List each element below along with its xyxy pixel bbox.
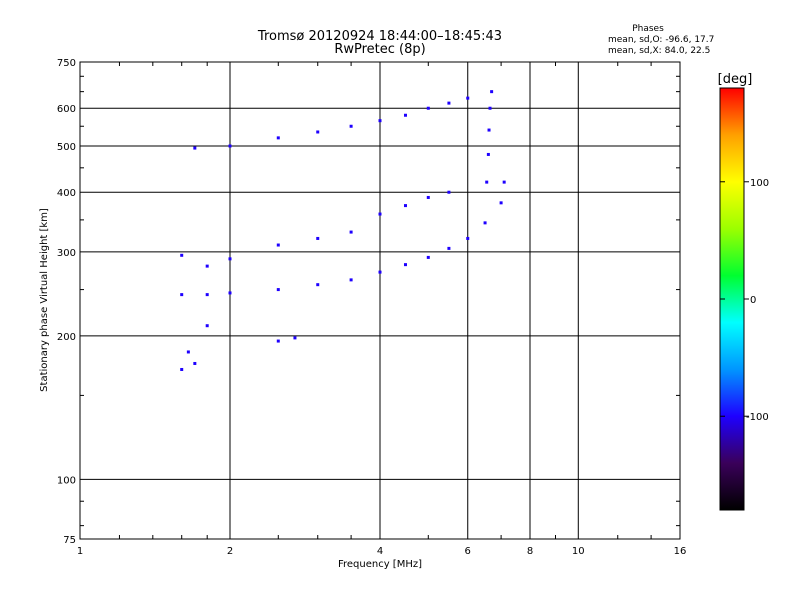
stats-title: Phases <box>632 24 664 34</box>
data-point <box>378 212 382 216</box>
data-point <box>466 236 470 240</box>
data-point <box>276 339 280 343</box>
data-point <box>403 204 407 208</box>
chart-title: Tromsø 20120924 18:44:00–18:45:43 <box>257 29 502 44</box>
y-tick-label: 400 <box>57 188 76 199</box>
data-point <box>483 221 487 225</box>
data-point <box>180 253 184 257</box>
x-axis: 1 2 4 6 8 10 16 <box>77 62 687 557</box>
data-point <box>403 113 407 117</box>
data-point <box>276 288 280 292</box>
data-point <box>228 257 232 261</box>
data-point <box>180 367 184 371</box>
x-tick-label: 2 <box>227 546 233 557</box>
data-point <box>426 106 430 110</box>
chart-subtitle: RwPretec (8p) <box>334 42 425 57</box>
y-tick-label: 200 <box>57 332 76 343</box>
data-point <box>193 146 197 150</box>
data-point <box>276 136 280 140</box>
x-tick-label: 6 <box>465 546 471 557</box>
data-point <box>316 130 320 134</box>
data-point <box>349 230 353 234</box>
data-point <box>499 201 503 205</box>
data-point <box>180 293 184 297</box>
data-point <box>447 190 451 194</box>
data-point <box>205 324 209 328</box>
y-tick-label: 100 <box>57 475 76 486</box>
stats-o: mean, sd,O: -96.6, 17.7 <box>608 35 714 45</box>
data-point <box>186 350 190 354</box>
data-point <box>205 264 209 268</box>
colorbar-tick-label: 100 <box>750 178 769 189</box>
y-tick-label: 750 <box>57 58 76 69</box>
colorbar-tick-label: -100 <box>746 412 769 423</box>
stats-x: mean, sd,X: 84.0, 22.5 <box>608 46 710 56</box>
data-point <box>488 106 492 110</box>
data-point <box>426 195 430 199</box>
data-point <box>502 180 506 184</box>
data-point <box>378 119 382 123</box>
x-tick-label: 8 <box>527 546 533 557</box>
data-point <box>403 263 407 267</box>
data-point <box>293 336 297 340</box>
data-point <box>316 236 320 240</box>
data-point <box>466 96 470 100</box>
data-point <box>228 144 232 148</box>
data-point <box>426 255 430 259</box>
x-tick-label: 10 <box>572 546 585 557</box>
data-point <box>205 293 209 297</box>
data-point <box>276 243 280 247</box>
data-point <box>490 90 494 94</box>
x-tick-label: 1 <box>77 546 83 557</box>
data-point <box>447 246 451 250</box>
y-axis-label: Stationary phase Virtual Height [km] <box>39 208 50 392</box>
data-point <box>349 124 353 128</box>
x-axis-label: Frequency [MHz] <box>338 559 422 570</box>
y-tick-label: 75 <box>63 535 76 546</box>
y-tick-label: 300 <box>57 248 76 259</box>
plot-frame <box>79 61 681 540</box>
colorbar: [deg] <box>718 72 753 511</box>
colorbar-ticks: 100 0 -100 <box>720 178 769 423</box>
x-tick-label: 16 <box>674 546 687 557</box>
data-point <box>487 128 491 132</box>
data-point <box>378 270 382 274</box>
y-tick-label: 500 <box>57 142 76 153</box>
y-tick-label: 600 <box>57 104 76 115</box>
data-point <box>228 291 232 295</box>
data-point <box>485 180 489 184</box>
data-point <box>349 278 353 282</box>
x-tick-label: 4 <box>377 546 383 557</box>
data-points <box>180 90 506 371</box>
data-point <box>447 101 451 105</box>
data-point <box>193 361 197 365</box>
colorbar-tick-label: 0 <box>750 295 756 306</box>
data-point <box>486 152 490 156</box>
data-point <box>316 283 320 287</box>
colorbar-label: [deg] <box>718 72 753 87</box>
y-axis: 75 100 200 300 400 500 600 750 <box>57 58 680 546</box>
grid-lines <box>80 62 680 539</box>
